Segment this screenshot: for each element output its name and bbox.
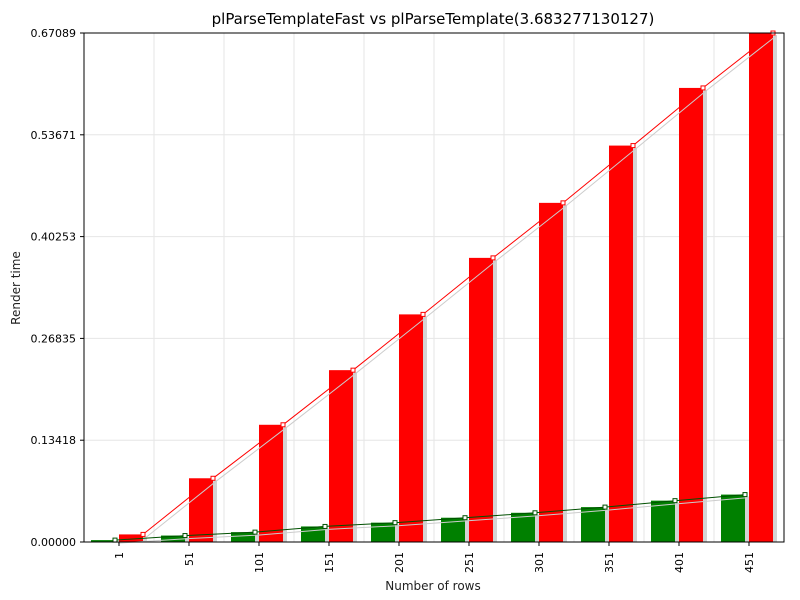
series-marker [420,311,426,317]
series-marker [210,475,216,481]
axes: 0.00000 0.13418 0.26835 0.40253 0.53671 0.670… [31,27,757,573]
series-marker [322,523,328,529]
series-line-shadow [145,35,777,538]
x-tick-label: 251 [463,552,476,573]
trend-lines [112,30,777,544]
bar-shadows [123,35,777,542]
bar [651,500,675,542]
x-tick-label: 101 [253,552,266,573]
x-tick-label: 51 [183,552,196,566]
x-tick-label: 201 [393,552,406,573]
series-marker [532,510,538,516]
bar [609,145,633,542]
chart-title: plParseTemplateFast vs plParseTemplate(3… [212,10,655,28]
series-marker [350,367,356,373]
series-marker [560,200,566,206]
series-line [142,32,774,535]
x-tick-label: 151 [323,552,336,573]
y-tick-label: 0.53671 [31,129,77,142]
bar [119,534,143,542]
series-line [114,494,746,541]
series-line-shadow [117,497,749,544]
series-marker [630,143,636,149]
x-tick-label: 301 [533,552,546,573]
bar [189,478,213,542]
series-marker [700,85,706,91]
y-tick-label: 0.00000 [31,536,77,549]
bar [91,540,115,542]
bar [301,526,325,542]
x-tick-label: 401 [673,552,686,573]
bar [721,494,745,542]
series-marker [490,255,496,261]
bar [231,532,255,542]
bar [371,522,395,542]
bar [329,370,353,542]
series-marker [182,533,188,539]
y-tick-label: 0.26835 [31,332,77,345]
series-marker [672,498,678,504]
series-marker [462,515,468,521]
bar [679,87,703,542]
x-tick-label: 351 [603,552,616,573]
x-axis-title: Number of rows [385,579,480,593]
bar [749,33,773,542]
bar [539,202,563,542]
bar [399,314,423,542]
y-axis-title: Render time [9,251,23,325]
bars [91,33,773,542]
bar [469,257,493,542]
bar [581,507,605,542]
bar [161,535,185,542]
plot-frame [83,32,785,543]
bar [259,424,283,542]
series-marker [742,492,748,498]
y-tick-label: 0.67089 [31,27,77,40]
series-marker [392,520,398,526]
x-tick-label: 1 [113,552,126,559]
x-tick-label: 451 [743,552,756,573]
series-marker [280,422,286,428]
series-marker [140,531,146,537]
y-tick-label: 0.40253 [31,231,77,244]
series-marker [252,529,258,535]
series-marker [602,504,608,510]
y-tick-label: 0.13418 [31,434,77,447]
